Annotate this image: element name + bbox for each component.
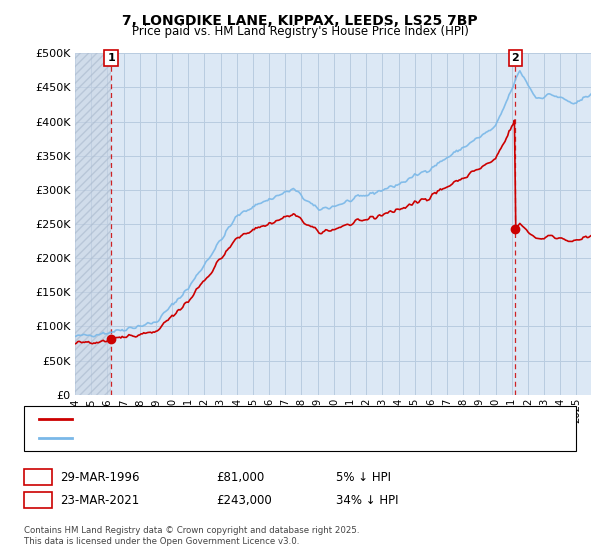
Text: 1: 1 (34, 470, 42, 484)
Text: 2: 2 (34, 493, 42, 507)
Text: 23-MAR-2021: 23-MAR-2021 (60, 493, 139, 507)
Text: 34% ↓ HPI: 34% ↓ HPI (336, 493, 398, 507)
Text: 5% ↓ HPI: 5% ↓ HPI (336, 470, 391, 484)
Text: 1: 1 (107, 53, 115, 63)
Bar (75, 53, 111, 395)
Text: HPI: Average price, detached house, Leeds: HPI: Average price, detached house, Leed… (79, 433, 302, 444)
Text: £81,000: £81,000 (216, 470, 264, 484)
Text: £243,000: £243,000 (216, 493, 272, 507)
Text: 29-MAR-1996: 29-MAR-1996 (60, 470, 139, 484)
Text: 2: 2 (511, 53, 519, 63)
Text: 7, LONGDIKE LANE, KIPPAX, LEEDS, LS25 7BP: 7, LONGDIKE LANE, KIPPAX, LEEDS, LS25 7B… (122, 14, 478, 28)
Text: Contains HM Land Registry data © Crown copyright and database right 2025.
This d: Contains HM Land Registry data © Crown c… (24, 526, 359, 546)
Text: 7, LONGDIKE LANE, KIPPAX, LEEDS, LS25 7BP (detached house): 7, LONGDIKE LANE, KIPPAX, LEEDS, LS25 7B… (79, 413, 410, 423)
Text: Price paid vs. HM Land Registry's House Price Index (HPI): Price paid vs. HM Land Registry's House … (131, 25, 469, 38)
